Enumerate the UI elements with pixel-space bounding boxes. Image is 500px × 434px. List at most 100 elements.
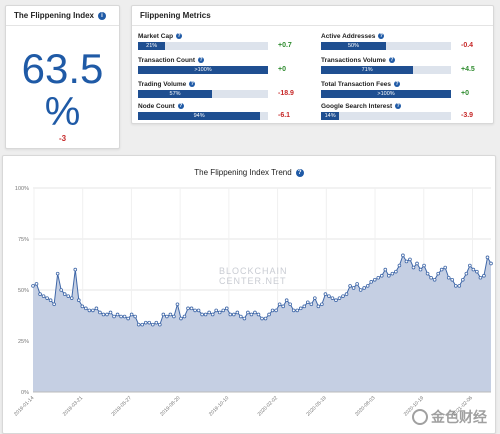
metric-bar-fill: 57% [138, 90, 213, 98]
metric-item: Trading Volume? 57% -18.9 [138, 80, 308, 100]
info-icon[interactable]: ? [189, 80, 196, 87]
data-point [425, 271, 430, 276]
metric-label: Transaction Count [138, 56, 196, 64]
data-point [288, 302, 292, 307]
trend-chart-title: The Flippening Index Trend [194, 168, 292, 177]
info-icon[interactable]: ? [176, 32, 183, 39]
data-point [379, 273, 384, 278]
series-area [33, 255, 491, 392]
metric-bar-fill: 50% [321, 42, 386, 50]
metric-bar-fill: >100% [138, 66, 268, 74]
data-point [62, 292, 67, 296]
x-tick-label: 2019-01-14 [13, 395, 35, 417]
data-point [150, 322, 155, 327]
data-point [274, 308, 278, 313]
metric-bar-fill: >100% [321, 90, 451, 98]
data-point [87, 308, 92, 313]
data-point [446, 275, 451, 280]
metric-label-row: Total Transaction Fees? [321, 80, 491, 88]
metric-bar-track: 71% [321, 66, 451, 74]
data-point [66, 294, 71, 298]
flippening-metrics-card: Flippening Metrics Market Cap? 21% +0.7 Tra… [131, 5, 494, 124]
y-tick-label: 25% [18, 339, 29, 345]
data-point [383, 267, 388, 272]
info-icon[interactable]: ? [198, 56, 205, 63]
info-icon[interactable]: ? [295, 168, 304, 177]
metrics-card-header: Flippening Metrics [132, 6, 493, 26]
info-icon[interactable]: i [98, 11, 106, 20]
metric-label-row: Trading Volume? [138, 80, 308, 88]
data-point [48, 298, 53, 303]
metric-label: Total Transaction Fees [321, 80, 391, 88]
info-icon[interactable]: ? [393, 80, 400, 87]
data-point [147, 320, 152, 325]
data-point [489, 261, 493, 266]
data-point [422, 263, 426, 268]
data-point [348, 284, 352, 288]
metric-label: Active Addresses [321, 32, 376, 40]
index-card-title: The Flippening Index [14, 11, 94, 20]
x-tick-label: 2019-05-27 [111, 395, 133, 417]
data-point [313, 296, 317, 300]
data-point [316, 304, 321, 309]
metric-bar-track: 94% [138, 112, 268, 120]
x-tick-label: 2019-10-10 [208, 395, 230, 417]
data-point [457, 284, 462, 288]
data-point [235, 310, 240, 315]
info-icon[interactable]: ? [378, 32, 385, 39]
data-point [461, 278, 465, 282]
data-point [358, 288, 363, 292]
data-point [390, 271, 395, 276]
data-point [355, 282, 359, 286]
metric-item: Active Addresses? 50% -0.4 [321, 32, 491, 52]
metric-label: Transactions Volume [321, 56, 386, 64]
data-point [475, 269, 479, 274]
metric-item: Total Transaction Fees? >100% +0 [321, 80, 491, 100]
data-point [429, 275, 433, 280]
watermark: BLOCKCHAIN CENTER.NET [219, 266, 288, 286]
metric-bar-fill: 71% [321, 66, 414, 74]
data-point [309, 302, 314, 307]
data-point [228, 312, 233, 317]
data-point [161, 312, 166, 317]
data-point [334, 298, 338, 303]
data-point [59, 288, 63, 292]
data-point [302, 304, 307, 309]
data-point [397, 263, 402, 268]
data-point [482, 273, 486, 278]
data-point [436, 271, 440, 276]
metric-bar-track: 50% [321, 42, 451, 50]
metric-item: Transaction Count? >100% +0 [138, 56, 308, 76]
data-point [98, 310, 102, 315]
info-icon[interactable]: ? [177, 102, 184, 109]
stamp-logo-icon [412, 409, 428, 425]
metric-item: Google Search Interest? 14% -3.9 [321, 102, 491, 122]
data-point [327, 294, 331, 298]
metric-label: Node Count [138, 102, 175, 110]
x-tick-label: 2019-08-20 [159, 395, 181, 417]
metric-change: +0.7 [278, 42, 292, 49]
data-point [172, 314, 176, 319]
data-point [108, 310, 113, 315]
data-point [126, 316, 130, 321]
metric-label-row: Active Addresses? [321, 32, 491, 40]
data-point [432, 278, 437, 282]
x-tick-label: 2020-02-02 [257, 395, 279, 417]
data-point [260, 316, 264, 321]
data-point [439, 267, 444, 272]
data-point [376, 275, 381, 280]
y-tick-label: 75% [18, 237, 29, 243]
data-point [112, 314, 116, 319]
metric-item: Transactions Volume? 71% +4.5 [321, 56, 491, 76]
data-point [165, 314, 169, 319]
data-point [295, 308, 300, 313]
data-point [291, 308, 296, 313]
data-point [464, 271, 469, 276]
trend-chart-card: 0% 25% 50% 75% 100% 2019-01-14 2019-03-21 2019-… [2, 155, 496, 434]
metric-bar-track: 14% [321, 112, 451, 120]
info-icon[interactable]: ? [388, 56, 395, 63]
info-icon[interactable]: ? [395, 102, 402, 109]
data-point [133, 314, 137, 319]
data-point [186, 306, 190, 311]
data-point [94, 306, 99, 311]
